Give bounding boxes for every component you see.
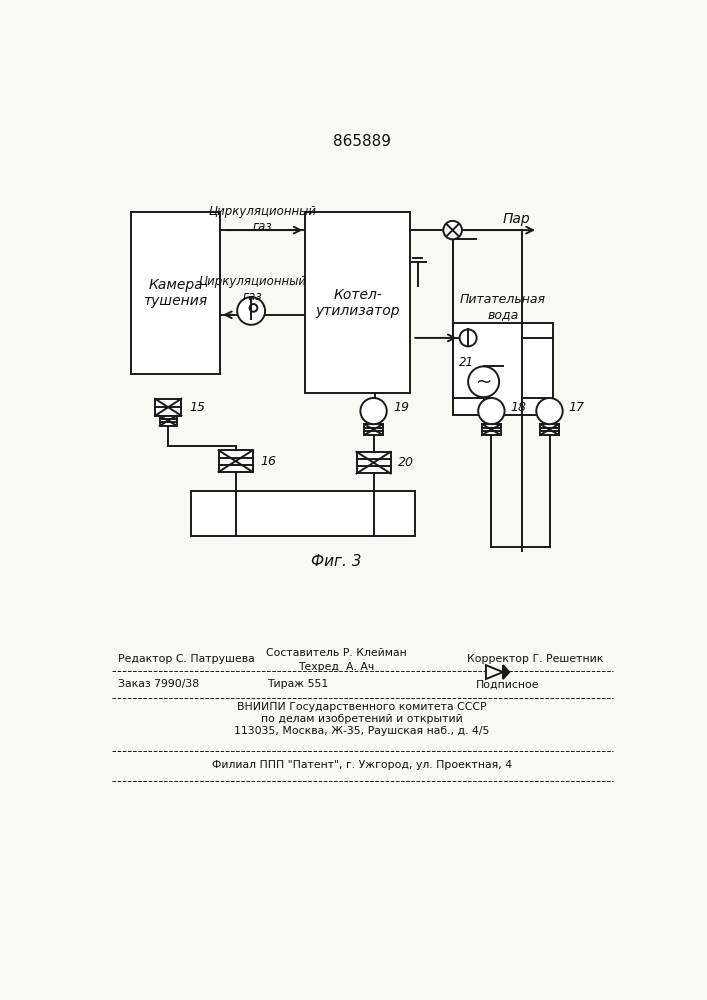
Text: 16: 16 xyxy=(260,455,276,468)
Text: 20: 20 xyxy=(398,456,414,469)
Circle shape xyxy=(460,329,477,346)
Text: Филиал ППП "Патент", г. Ужгород, ул. Проектная, 4: Филиал ППП "Патент", г. Ужгород, ул. Про… xyxy=(212,760,512,770)
Text: Корректор Г. Решетник: Корректор Г. Решетник xyxy=(467,654,604,664)
Bar xyxy=(218,450,252,472)
Text: 865889: 865889 xyxy=(333,134,391,149)
Circle shape xyxy=(361,398,387,424)
Text: 17: 17 xyxy=(569,401,585,414)
Bar xyxy=(192,491,414,536)
Text: по делам изобретений и открытий: по делам изобретений и открытий xyxy=(261,714,463,724)
Bar xyxy=(155,399,182,416)
Bar xyxy=(356,452,391,473)
Bar xyxy=(305,212,410,393)
Text: Подписное: Подписное xyxy=(476,679,539,689)
Text: Пар: Пар xyxy=(503,212,530,226)
Text: 21: 21 xyxy=(459,356,474,369)
Circle shape xyxy=(250,304,257,312)
Text: 113035, Москва, Ж-35, Раушская наб., д. 4/5: 113035, Москва, Ж-35, Раушская наб., д. … xyxy=(234,726,490,736)
Text: Котел-
утилизатор: Котел- утилизатор xyxy=(315,288,400,318)
Text: 19: 19 xyxy=(393,401,409,414)
Bar xyxy=(452,323,554,415)
Bar xyxy=(540,424,559,435)
Text: Заказ 7990/38: Заказ 7990/38 xyxy=(118,679,199,689)
Circle shape xyxy=(468,366,499,397)
Text: 15: 15 xyxy=(189,401,205,414)
Text: 18: 18 xyxy=(510,401,527,414)
Circle shape xyxy=(537,398,563,424)
Bar xyxy=(131,212,220,374)
Text: Камера
тушения: Камера тушения xyxy=(144,278,208,308)
Bar xyxy=(364,424,383,435)
Text: Циркуляционный
газ: Циркуляционный газ xyxy=(199,275,307,303)
Text: ~: ~ xyxy=(475,372,492,391)
Text: Циркуляционный
газ: Циркуляционный газ xyxy=(209,205,317,233)
Circle shape xyxy=(237,297,265,325)
Text: Питательная
вода: Питательная вода xyxy=(460,293,546,321)
Bar xyxy=(482,424,501,435)
Text: Фиг. 3: Фиг. 3 xyxy=(311,554,361,569)
Text: Тираж 551: Тираж 551 xyxy=(267,679,328,689)
Circle shape xyxy=(478,398,505,424)
Text: Составитель Р. Клейман: Составитель Р. Клейман xyxy=(266,648,407,658)
Bar xyxy=(160,416,177,426)
Circle shape xyxy=(443,221,462,239)
Polygon shape xyxy=(503,665,509,679)
Polygon shape xyxy=(486,665,503,679)
Text: ВНИИПИ Государственного комитета СССР: ВНИИПИ Государственного комитета СССР xyxy=(237,702,486,712)
Text: Редактор С. Патрушева: Редактор С. Патрушева xyxy=(118,654,255,664)
Text: Техред  А. Ач: Техред А. Ач xyxy=(298,662,375,672)
